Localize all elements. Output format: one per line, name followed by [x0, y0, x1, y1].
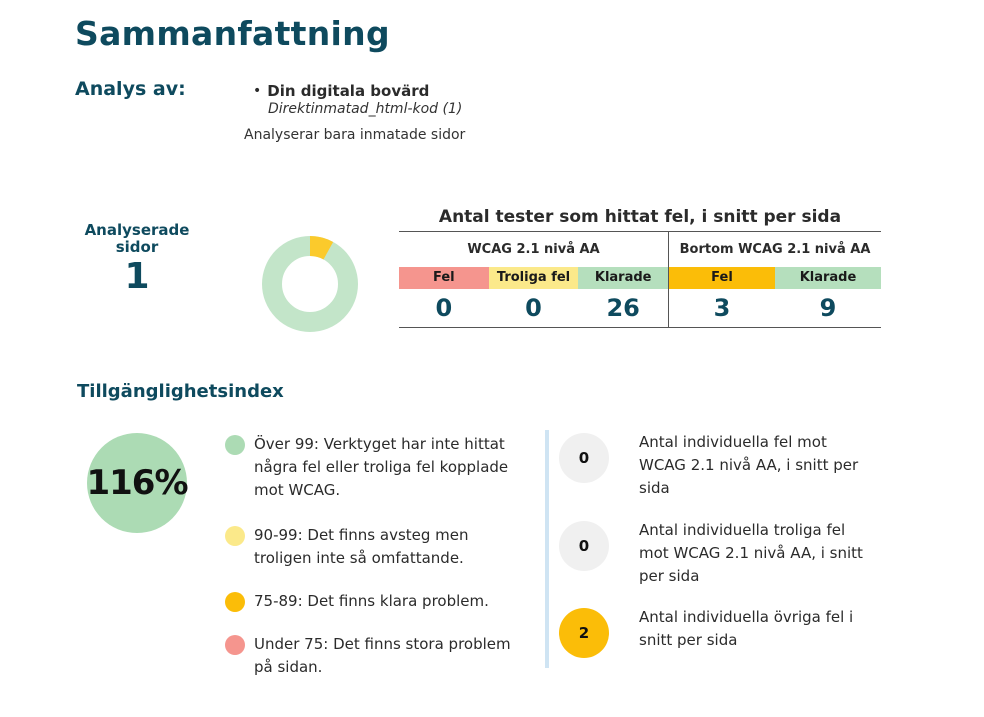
- bullet-icon: •: [253, 83, 262, 99]
- stat-errors-aa-text: Antal individuella fel mot WCAG 2.1 nivå…: [639, 433, 859, 497]
- analysis-note: Analyserar bara inmatade sidor: [244, 127, 466, 143]
- legend-text: 75-89: Det finns klara problem.: [254, 592, 489, 610]
- wcag-aa-klarade-header: Klarade: [578, 267, 669, 289]
- stat-errors-aa-value: 0: [559, 433, 609, 483]
- stat-other-errors-value: 2: [559, 608, 609, 658]
- legend-text: 90-99: Det finns avsteg men troligen int…: [254, 526, 469, 567]
- stat-probable-errors-aa-text: Antal individuella troliga fel mot WCAG …: [639, 521, 863, 585]
- section-divider: [545, 430, 549, 668]
- beyond-wcag-klarade-header: Klarade: [775, 267, 881, 289]
- donut-failed-segment: [262, 236, 358, 332]
- tests-table: WCAG 2.1 nivå AA Fel Troliga fel Klarade…: [399, 231, 881, 328]
- beyond-wcag-values: 3 9: [669, 289, 881, 327]
- site-source: Direktinmatad_html-kod (1): [268, 101, 463, 117]
- beyond-wcag-klarade-value: 9: [819, 294, 837, 322]
- wcag-aa-headers: Fel Troliga fel Klarade: [399, 267, 669, 289]
- green-dot-icon: [225, 435, 245, 455]
- wcag-aa-klarade-value: 26: [606, 294, 640, 322]
- accessibility-index-value: 116%: [86, 463, 188, 503]
- analyzed-pages-count: 1: [124, 256, 150, 297]
- wcag-aa-troliga-header: Troliga fel: [488, 267, 579, 289]
- wcag-aa-group-title: WCAG 2.1 nivå AA: [467, 242, 600, 257]
- accessibility-index-title: Tillgänglighetsindex: [77, 381, 284, 402]
- wcag-aa-fel-value: 0: [435, 294, 453, 322]
- stat-other-errors-text: Antal individuella övriga fel i snitt pe…: [639, 608, 854, 649]
- wcag-aa-group: WCAG 2.1 nivå AA Fel Troliga fel Klarade…: [399, 232, 669, 328]
- analyzed-site-item: • Din digitala bovärd: [253, 82, 429, 100]
- test-result-donut: [262, 236, 358, 332]
- beyond-wcag-group: Bortom WCAG 2.1 nivå AA Fel Klarade 3 9: [668, 232, 881, 328]
- legend-item-90-99: 90-99: Det finns avsteg men troligen int…: [225, 524, 529, 570]
- legend-text: Under 75: Det finns stora problem på sid…: [254, 635, 511, 676]
- yellow-dot-icon: [225, 526, 245, 546]
- wcag-aa-fel-header: Fel: [399, 267, 489, 289]
- legend-item-under-75: Under 75: Det finns stora problem på sid…: [225, 633, 529, 679]
- stat-errors-aa: 0 Antal individuella fel mot WCAG 2.1 ni…: [559, 433, 869, 500]
- beyond-wcag-fel-value: 3: [713, 294, 731, 322]
- wcag-aa-values: 0 0 26: [399, 289, 668, 327]
- donut-passed-segment: [262, 236, 358, 332]
- beyond-wcag-headers: Fel Klarade: [669, 267, 881, 289]
- legend-item-over-99: Över 99: Verktyget har inte hittat några…: [225, 433, 529, 502]
- stat-other-errors: 2 Antal individuella övriga fel i snitt …: [559, 608, 869, 658]
- accessibility-index-circle: 116%: [86, 433, 189, 533]
- site-name: Din digitala bovärd: [267, 82, 430, 100]
- legend-text: Över 99: Verktyget har inte hittat några…: [254, 435, 509, 499]
- wcag-aa-troliga-value: 0: [525, 294, 542, 322]
- stat-probable-errors-aa-value: 0: [559, 521, 609, 571]
- tests-title: Antal tester som hittat fel, i snitt per…: [438, 207, 842, 227]
- analyzed-site-list: • Din digitala bovärd: [253, 82, 429, 100]
- beyond-wcag-fel-header: Fel: [669, 267, 775, 289]
- orange-dot-icon: [225, 592, 245, 612]
- stat-probable-errors-aa: 0 Antal individuella troliga fel mot WCA…: [559, 521, 869, 588]
- beyond-wcag-group-title: Bortom WCAG 2.1 nivå AA: [679, 242, 871, 257]
- page-title: Sammanfattning: [75, 14, 390, 53]
- red-dot-icon: [225, 635, 245, 655]
- analyzed-pages-label: Analyserade sidor: [84, 221, 190, 256]
- legend-item-75-89: 75-89: Det finns klara problem.: [225, 590, 529, 613]
- analysis-label: Analys av:: [75, 78, 186, 100]
